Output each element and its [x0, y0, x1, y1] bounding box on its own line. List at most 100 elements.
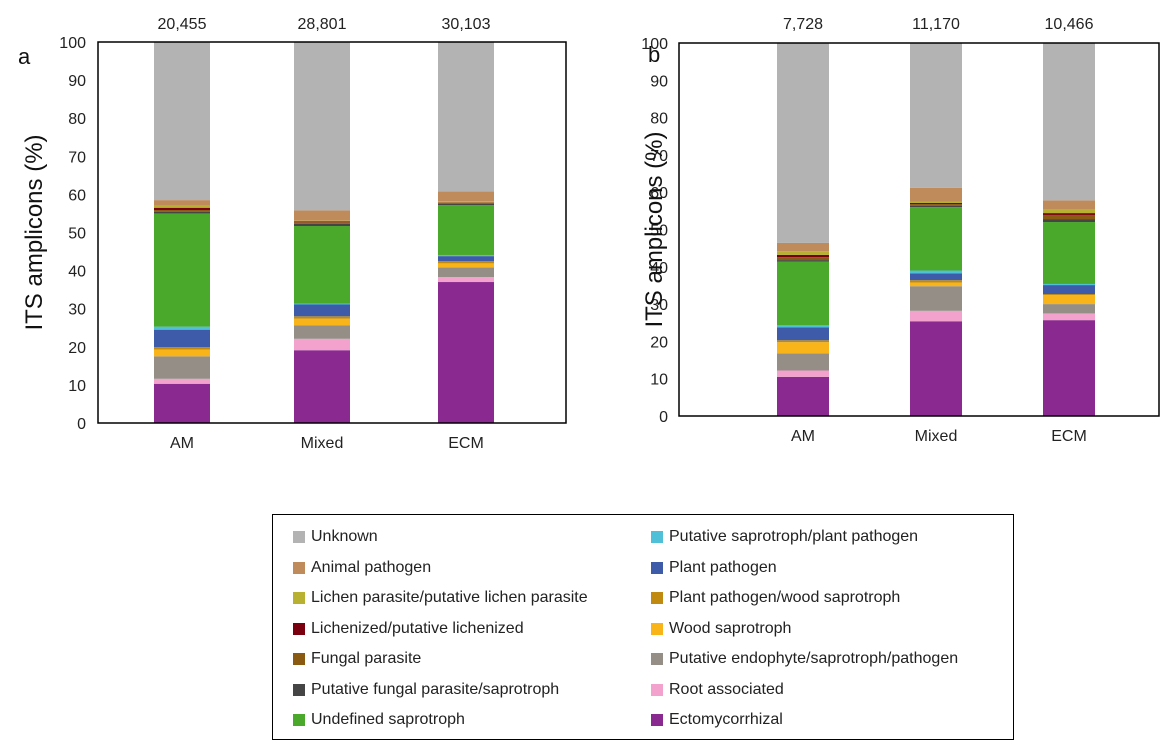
bar-total-label: 20,455	[158, 16, 207, 33]
bar-segment-ecm-plant-pathogen	[1043, 285, 1095, 295]
legend-swatch	[293, 714, 305, 726]
bar-segment-am-undefined-saprotroph	[154, 213, 210, 327]
bar-segment-am-putative-endophyte-saprotroph-pathogen	[154, 356, 210, 379]
bar-segment-am-putative-endophyte-saprotroph-pathogen	[777, 353, 829, 371]
bar-segment-ecm-plant-pathogen-wood-saprotroph	[438, 261, 494, 264]
legend-label: Plant pathogen	[669, 558, 777, 576]
legend-swatch	[651, 622, 663, 635]
bar-segment-ecm-putative-saprotroph-plant-pathogen	[438, 254, 494, 257]
bar-segment-mixed-fungal-parasite	[294, 222, 350, 224]
y-tick-label: 50	[68, 226, 86, 243]
legend-item-putative-endophyte-saprotroph-pathogen: Putative endophyte/saprotroph/pathogen	[651, 650, 958, 668]
bar-segment-mixed-ectomycorrhizal	[910, 321, 962, 416]
bar-total-label: 30,103	[442, 16, 491, 33]
bar-segment-am-plant-pathogen	[154, 329, 210, 348]
legend-label: Unknown	[311, 528, 378, 545]
bar-segment-ecm-putative-saprotroph-plant-pathogen	[1043, 283, 1095, 286]
legend-label: Root associated	[669, 680, 784, 698]
bar-segment-ecm-animal-pathogen	[438, 191, 494, 202]
bar-segment-am-lichenized-putative-lichenized	[154, 207, 210, 211]
y-tick-label: 0	[659, 409, 668, 426]
bar-segment-mixed-plant-pathogen-wood-saprotroph	[294, 316, 350, 319]
y-tick-label: 40	[650, 260, 668, 277]
y-axis-label: ITS amplicons (%)	[641, 131, 668, 327]
bar-segment-am-lichen-parasite-putative-lichen-parasite	[154, 205, 210, 208]
plot-frame	[97, 41, 567, 424]
bar-segment-ecm-wood-saprotroph	[438, 263, 494, 268]
y-tick-label: 50	[650, 223, 668, 240]
bar-segment-ecm-undefined-saprotroph	[438, 205, 494, 255]
bar-segment-mixed-putative-endophyte-saprotroph-pathogen	[910, 286, 962, 311]
bar-segment-am-lichen-parasite-putative-lichen-parasite	[777, 251, 829, 255]
bar-segment-mixed-putative-endophyte-saprotroph-pathogen	[294, 325, 350, 339]
y-tick-label: 90	[68, 73, 86, 90]
bar-segment-ecm-unknown	[438, 42, 494, 192]
y-tick-label: 0	[77, 416, 86, 433]
bar-segment-mixed-unknown	[294, 42, 350, 211]
bar-segment-ecm-unknown	[1043, 43, 1095, 201]
bar-segment-am-plant-pathogen	[777, 327, 829, 341]
bar-segment-am-ectomycorrhizal	[154, 383, 210, 423]
legend-item-ectomycorrhizal: Ectomycorrhizal	[651, 711, 783, 729]
bar-segment-mixed-lichen-parasite-putative-lichen-parasite	[910, 201, 962, 204]
legend-label: Lichen parasite/putative lichen parasite	[311, 589, 588, 606]
bar-total-label: 11,170	[912, 16, 960, 33]
bar-segment-ecm-fungal-parasite	[1043, 214, 1095, 220]
bar-segment-am-putative-saprotroph-plant-pathogen	[154, 326, 210, 330]
y-tick-label: 30	[68, 302, 86, 319]
bar-segment-am-wood-saprotroph	[154, 349, 210, 357]
panel-label: a	[18, 44, 31, 69]
bar-segment-ecm-lichen-parasite-putative-lichen-parasite	[1043, 209, 1095, 214]
bar-total-label: 10,466	[1045, 16, 1094, 33]
y-tick-label: 20	[68, 340, 86, 357]
bar-segment-mixed-putative-fungal-parasite-saprotroph	[294, 223, 350, 227]
legend-label: Putative endophyte/saprotroph/pathogen	[669, 650, 959, 667]
y-tick-label: 90	[650, 73, 668, 90]
bar-segment-am-putative-fungal-parasite-saprotroph	[777, 260, 829, 262]
bar-segment-mixed-putative-saprotroph-plant-pathogen	[294, 303, 350, 305]
y-tick-label: 10	[650, 372, 668, 389]
legend-item-lichen-parasite-putative-lichen-parasite: Lichen parasite/putative lichen parasite	[293, 589, 588, 607]
legend-item-plant-pathogen: Plant pathogen	[651, 559, 777, 577]
chart-legend: Unknown Animal pathogen Lichen parasite/pu…	[272, 514, 1014, 740]
bar-segment-mixed-ectomycorrhizal	[294, 350, 350, 423]
y-tick-label: 70	[650, 148, 668, 165]
bar-segment-ecm-putative-fungal-parasite-saprotroph	[1043, 219, 1095, 223]
bar-segment-ecm-root-associated	[438, 277, 494, 283]
x-tick-label: AM	[791, 428, 815, 445]
legend-swatch	[293, 683, 305, 696]
chart-panel-b: AM 7,728 Mixed 11,170 ECM 10,466 0 10 20 30 40 50 60…	[641, 16, 1160, 445]
bar-segment-ecm-putative-endophyte-saprotroph-pathogen	[438, 267, 494, 278]
y-tick-label: 80	[68, 111, 86, 128]
legend-label: Lichenized/putative lichenized	[311, 619, 524, 637]
bar-segment-mixed-wood-saprotroph	[294, 318, 350, 326]
x-tick-label: ECM	[1051, 428, 1087, 445]
legend-item-putative-saprotroph-plant-pathogen: Putative saprotroph/plant pathogen	[651, 528, 918, 546]
bar-segment-ecm-putative-fungal-parasite-saprotroph	[438, 203, 494, 206]
y-tick-label: 60	[68, 187, 86, 204]
legend-item-unknown: Unknown	[293, 528, 378, 546]
y-tick-label: 70	[68, 149, 86, 166]
bar-segment-mixed-undefined-saprotroph	[294, 226, 350, 304]
x-tick-label: Mixed	[915, 428, 958, 445]
bar-segment-mixed-plant-pathogen-wood-saprotroph	[910, 280, 962, 283]
legend-item-plant-pathogen-wood-saprotroph: Plant pathogen/wood saprotroph	[651, 589, 900, 607]
bar-total-label: 28,801	[298, 16, 347, 33]
x-tick-label: Mixed	[301, 435, 344, 452]
legend-swatch	[651, 561, 663, 574]
bar-segment-mixed-animal-pathogen	[910, 187, 962, 202]
bar-segment-am-plant-pathogen-wood-saprotroph	[777, 340, 829, 343]
bar-segment-mixed-plant-pathogen	[294, 304, 350, 317]
y-tick-label: 60	[650, 185, 668, 202]
legend-label: Plant pathogen/wood saprotroph	[669, 589, 901, 606]
bar-segment-mixed-root-associated	[910, 310, 962, 322]
bar-segment-mixed-lichen-parasite-putative-lichen-parasite	[294, 220, 350, 222]
bar-segment-mixed-putative-fungal-parasite-saprotroph	[910, 205, 962, 208]
bar-segment-mixed-fungal-parasite	[910, 204, 962, 206]
bar-segment-am-ectomycorrhizal	[777, 376, 829, 416]
bar-segment-am-animal-pathogen	[154, 200, 210, 206]
legend-item-wood-saprotroph: Wood saprotroph	[651, 620, 791, 638]
bar-segment-am-unknown	[154, 42, 210, 201]
bar-segment-ecm-ectomycorrhizal	[1043, 320, 1095, 416]
legend-item-root-associated: Root associated	[651, 681, 784, 699]
